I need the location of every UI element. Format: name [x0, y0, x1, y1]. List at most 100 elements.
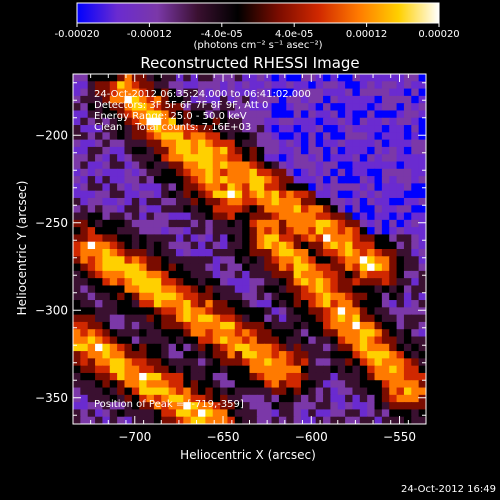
heatmap-pixel: [389, 176, 398, 184]
heatmap-pixel: [403, 314, 412, 323]
heatmap-pixel: [95, 372, 104, 381]
heatmap-pixel: [337, 183, 346, 192]
heatmap-pixel: [117, 234, 126, 243]
heatmap-pixel: [109, 81, 118, 90]
heatmap-pixel: [102, 95, 111, 104]
heatmap-pixel: [242, 285, 251, 294]
heatmap-pixel: [330, 132, 339, 141]
heatmap-pixel: [161, 146, 170, 155]
heatmap-pixel: [286, 88, 295, 97]
heatmap-pixel: [242, 380, 251, 389]
heatmap-pixel: [146, 416, 155, 424]
heatmap-pixel: [411, 394, 420, 403]
heatmap-pixel: [73, 372, 81, 381]
heatmap-pixel: [146, 154, 155, 163]
heatmap-pixel: [73, 176, 81, 184]
heatmap-pixel: [183, 416, 192, 424]
heatmap-pixel: [234, 249, 243, 257]
heatmap-pixel: [411, 81, 420, 90]
heatmap-pixel: [131, 372, 140, 381]
heatmap-pixel: [212, 336, 221, 345]
heatmap-pixel: [264, 314, 273, 323]
heatmap-pixel: [367, 125, 376, 133]
heatmap-pixel: [131, 95, 140, 104]
heatmap-pixel: [396, 154, 405, 163]
heatmap-pixel: [175, 154, 184, 163]
heatmap-pixel: [345, 103, 354, 112]
heatmap-pixel: [352, 241, 361, 250]
heatmap-pixel: [278, 205, 287, 214]
heatmap-pixel: [234, 329, 243, 338]
heatmap-pixel: [190, 117, 199, 126]
heatmap-pixel: [146, 300, 155, 308]
heatmap-pixel: [411, 351, 420, 359]
heatmap-pixel: [418, 292, 426, 301]
heatmap-pixel: [183, 176, 192, 184]
y-tick-label: −250: [35, 216, 68, 230]
heatmap-pixel: [168, 351, 177, 359]
heatmap-pixel: [418, 161, 426, 170]
heatmap-pixel: [73, 205, 81, 214]
heatmap-pixel: [389, 380, 398, 389]
heatmap-pixel: [205, 197, 214, 206]
heatmap-pixel: [242, 125, 251, 133]
heatmap-pixel: [256, 219, 265, 228]
heatmap-pixel: [264, 351, 273, 359]
heatmap-pixel: [271, 270, 280, 279]
heatmap-pixel: [73, 409, 81, 418]
heatmap-pixel: [139, 380, 148, 389]
heatmap-pixel: [411, 132, 420, 141]
heatmap-pixel: [374, 168, 383, 177]
heatmap-pixel: [256, 256, 265, 265]
heatmap-pixel: [359, 336, 368, 345]
heatmap-pixel: [183, 270, 192, 279]
heatmap-pixel: [242, 300, 251, 308]
heatmap-pixel: [95, 183, 104, 192]
heatmap-pixel: [95, 212, 104, 221]
heatmap-pixel: [389, 329, 398, 338]
heatmap-pixel: [411, 409, 420, 418]
heatmap-pixel: [403, 168, 412, 177]
heatmap-pixel: [212, 132, 221, 141]
heatmap-pixel: [418, 372, 426, 381]
heatmap-pixel: [102, 205, 111, 214]
heatmap-pixel: [374, 212, 383, 221]
heatmap-pixel: [367, 336, 376, 345]
heatmap-pixel: [359, 380, 368, 389]
heatmap-pixel: [359, 285, 368, 294]
heatmap-pixel: [234, 380, 243, 389]
heatmap-pixel: [337, 292, 346, 301]
heatmap-pixel: [198, 81, 206, 90]
heatmap-pixel: [87, 329, 96, 338]
heatmap-pixel: [256, 292, 265, 301]
heatmap-pixel: [315, 125, 324, 133]
heatmap-pixel: [146, 74, 155, 82]
heatmap-pixel: [411, 154, 420, 163]
heatmap-pixel: [205, 103, 214, 112]
heatmap-pixel: [139, 110, 148, 119]
heatmap-pixel: [345, 219, 354, 228]
heatmap-pixel: [190, 146, 199, 155]
heatmap-pixel: [212, 402, 221, 411]
colorbar-units: (photons cm⁻² s⁻¹ asec⁻²): [193, 40, 322, 51]
heatmap-pixel: [242, 343, 251, 352]
heatmap-pixel: [117, 329, 126, 338]
heatmap-pixel: [323, 300, 331, 308]
heatmap-pixel: [367, 416, 376, 424]
heatmap-pixel: [345, 321, 354, 330]
heatmap-pixel: [264, 249, 273, 257]
heatmap-pixel: [396, 307, 405, 316]
heatmap-pixel: [205, 176, 214, 184]
heatmap-pixel: [249, 278, 258, 287]
heatmap-pixel: [323, 132, 331, 141]
heatmap-pixel: [337, 249, 346, 257]
heatmap-pixel: [109, 103, 118, 112]
heatmap-pixel: [389, 183, 398, 192]
heatmap-pixel: [308, 190, 317, 199]
heatmap-pixel: [124, 139, 133, 148]
heatmap-pixel: [227, 212, 236, 221]
heatmap-pixel: [198, 321, 206, 330]
heatmap-pixel: [205, 409, 214, 418]
heatmap-pixel: [109, 241, 118, 250]
heatmap-pixel: [183, 314, 192, 323]
